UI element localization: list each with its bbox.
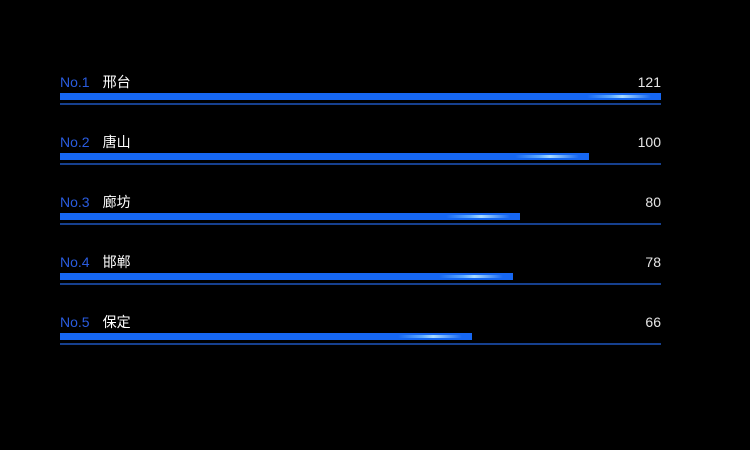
city-label: 邢台 bbox=[102, 74, 131, 90]
bar-fill bbox=[60, 213, 521, 220]
rank-row-header: No.5 保定 66 bbox=[60, 312, 661, 332]
bar-fill bbox=[60, 93, 661, 100]
rank-row: No.1 邢台 121 bbox=[60, 72, 661, 132]
city-label: 保定 bbox=[102, 314, 131, 330]
rank-row-header: No.2 唐山 100 bbox=[60, 132, 661, 152]
value-label: 121 bbox=[637, 74, 661, 90]
value-label: 80 bbox=[645, 194, 661, 210]
rank-row: No.5 保定 66 bbox=[60, 312, 661, 372]
bar-glow-streak bbox=[587, 95, 651, 98]
axis-baseline bbox=[60, 343, 661, 345]
rank-label: No.5 bbox=[60, 314, 90, 330]
ranking-chart: No.1 邢台 121 No.2 唐山 100 bbox=[60, 72, 661, 372]
axis-baseline bbox=[60, 283, 661, 285]
bar-glow-streak bbox=[446, 215, 511, 218]
rank-row-header: No.3 廊坊 80 bbox=[60, 192, 661, 212]
rank-label: No.2 bbox=[60, 134, 90, 150]
bar-area bbox=[60, 213, 661, 225]
rank-row: No.4 邯郸 78 bbox=[60, 252, 661, 312]
bar-fill bbox=[60, 333, 473, 340]
bar-fill bbox=[60, 273, 514, 280]
value-label: 66 bbox=[645, 314, 661, 330]
axis-baseline bbox=[60, 163, 661, 165]
axis-baseline bbox=[60, 223, 661, 225]
bar-area bbox=[60, 333, 661, 345]
bar-area bbox=[60, 153, 661, 165]
rank-label: No.1 bbox=[60, 74, 90, 90]
rank-row-header: No.1 邢台 121 bbox=[60, 72, 661, 92]
city-label: 邯郸 bbox=[102, 254, 131, 270]
bar-glow-streak bbox=[439, 275, 504, 278]
bar-glow-streak bbox=[398, 335, 463, 338]
rank-label: No.4 bbox=[60, 254, 90, 270]
city-label: 廊坊 bbox=[102, 194, 131, 210]
bar-glow-streak bbox=[514, 155, 579, 158]
bar-area bbox=[60, 273, 661, 285]
rank-row-header: No.4 邯郸 78 bbox=[60, 252, 661, 272]
value-label: 100 bbox=[637, 134, 661, 150]
rank-row: No.2 唐山 100 bbox=[60, 132, 661, 192]
value-label: 78 bbox=[645, 254, 661, 270]
rank-label: No.3 bbox=[60, 194, 90, 210]
rank-row: No.3 廊坊 80 bbox=[60, 192, 661, 252]
bar-fill bbox=[60, 153, 589, 160]
bar-area bbox=[60, 93, 661, 105]
axis-baseline bbox=[60, 103, 661, 105]
city-label: 唐山 bbox=[102, 134, 131, 150]
